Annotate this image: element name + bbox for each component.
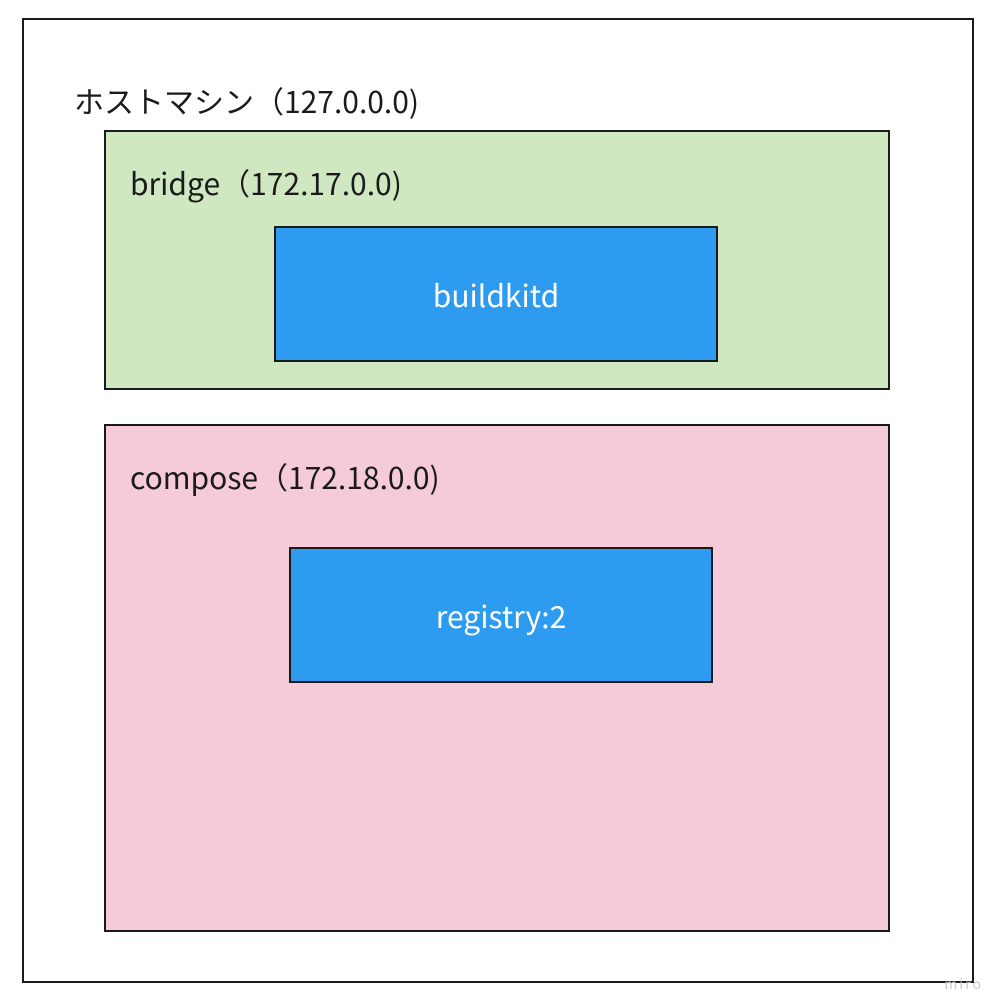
miro-watermark: miro [944, 974, 983, 994]
service-box-buildkitd: buildkitd [274, 226, 718, 362]
host-machine-label: ホストマシン（127.0.0.0) [74, 78, 419, 122]
service-label-buildkitd: buildkitd [433, 272, 559, 316]
network-label-compose: compose（172.18.0.0) [130, 454, 440, 498]
service-label-registry: registry:2 [436, 593, 567, 637]
service-box-registry: registry:2 [289, 547, 713, 683]
network-label-bridge: bridge（172.17.0.0) [130, 160, 402, 204]
